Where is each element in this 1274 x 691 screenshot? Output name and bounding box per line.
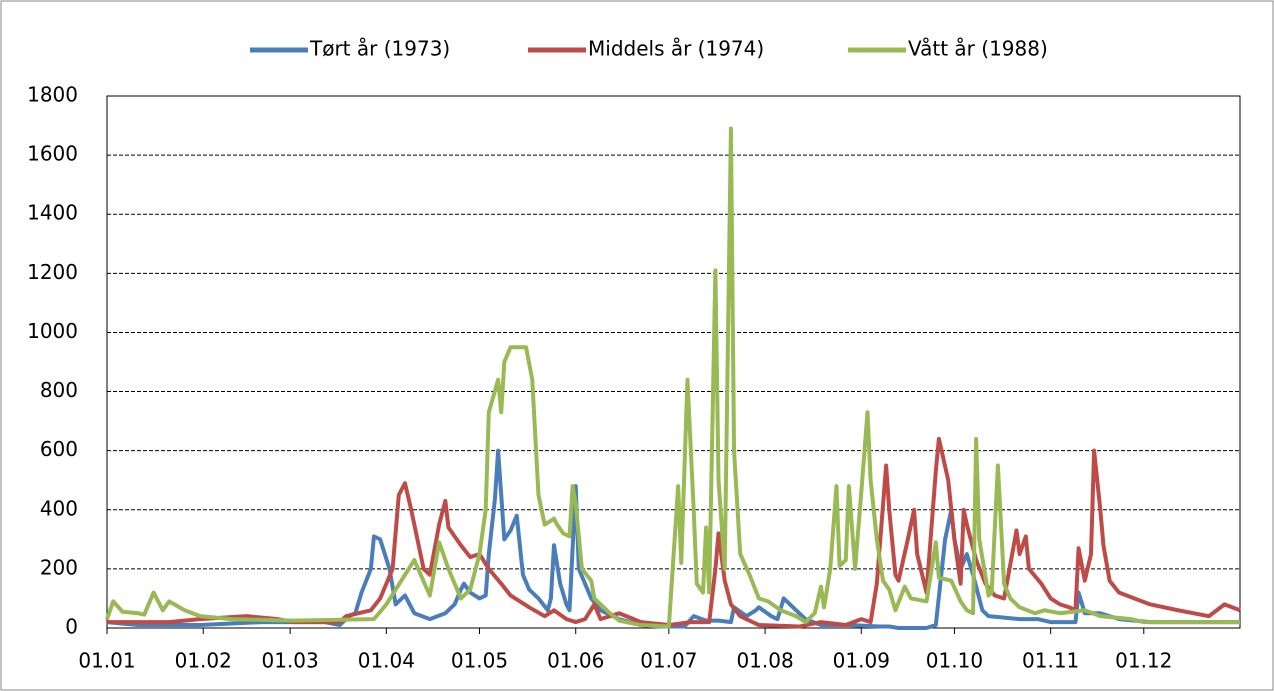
- y-tick-label: 600: [40, 437, 78, 461]
- series-line: [105, 126, 1240, 629]
- x-tick-label: 01.09: [833, 649, 890, 673]
- x-tick-label: 01.05: [451, 649, 508, 673]
- x-tick-label: 01.10: [926, 649, 983, 673]
- x-tick-label: 01.03: [262, 649, 319, 673]
- legend-label: Middels år (1974): [588, 37, 764, 61]
- x-tick-label: 01.12: [1115, 649, 1172, 673]
- y-tick-label: 400: [40, 496, 78, 520]
- y-tick-label: 1000: [27, 319, 78, 343]
- x-tick-label: 01.11: [1022, 649, 1079, 673]
- y-tick-label: 0: [65, 615, 78, 639]
- legend-label: Tørt år (1973): [309, 37, 450, 61]
- x-tick-label: 01.04: [358, 649, 415, 673]
- x-tick-label: 01.06: [547, 649, 604, 673]
- x-tick-label: 01.01: [78, 649, 135, 673]
- y-tick-label: 1600: [27, 142, 78, 166]
- y-tick-label: 1800: [27, 83, 78, 107]
- y-tick-label: 200: [40, 555, 78, 579]
- series-line: [107, 436, 1241, 629]
- y-tick-label: 800: [40, 378, 78, 402]
- x-tick-label: 01.08: [736, 649, 793, 673]
- legend-label: Vått år (1988): [908, 37, 1048, 61]
- y-tick-label: 1400: [27, 201, 78, 225]
- x-tick-label: 01.02: [175, 649, 232, 673]
- x-tick-label: 01.07: [640, 649, 697, 673]
- y-tick-label: 1200: [27, 260, 78, 284]
